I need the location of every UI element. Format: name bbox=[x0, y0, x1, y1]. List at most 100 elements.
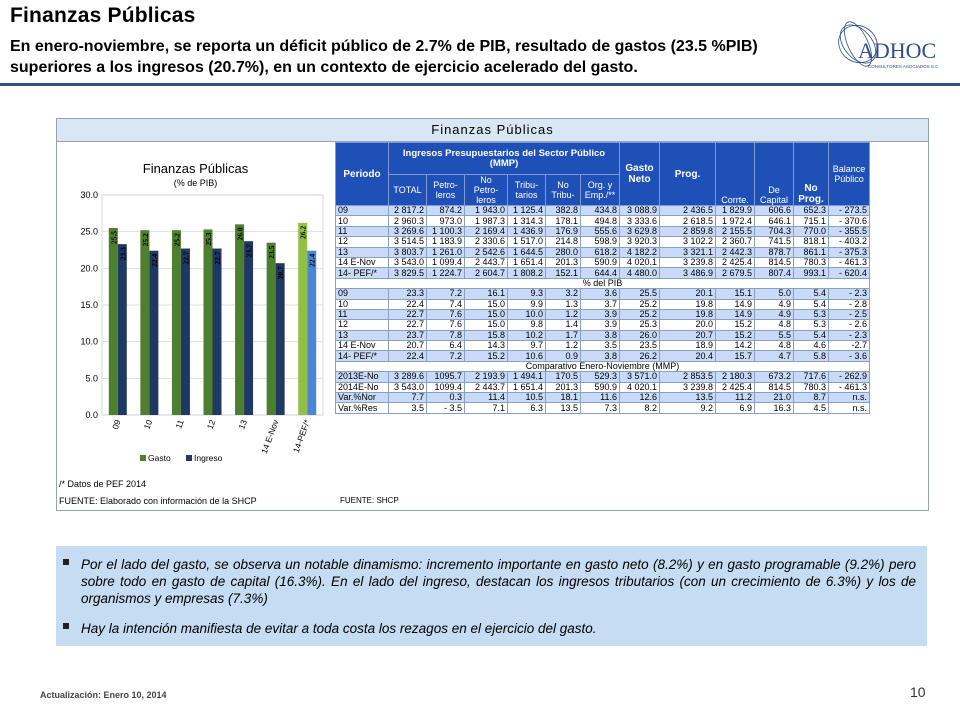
x-tick-label: 09 bbox=[110, 418, 123, 431]
col-ingreso-sub: Tribu-tarios bbox=[507, 174, 546, 206]
table-cell: 1095.7 bbox=[426, 371, 465, 383]
y-tick-label: 30.0 bbox=[80, 190, 98, 200]
table-cell: 861.1 bbox=[793, 246, 829, 258]
row-period: 09 bbox=[335, 288, 389, 300]
table-cell: - 262.9 bbox=[828, 371, 870, 383]
data-label: 25.3 bbox=[204, 232, 213, 245]
table-cell: 780.3 bbox=[793, 381, 829, 394]
adhoc-logo: ADHOC CONSULTORES ASOCIADOS S.C. bbox=[838, 21, 940, 69]
table-cell: n.s. bbox=[828, 402, 870, 414]
table-cell: - 355.5 bbox=[828, 225, 870, 238]
table-cell: 4.6 bbox=[793, 340, 829, 352]
table-cell: 2 425.4 bbox=[715, 256, 755, 269]
table-cell: 23.5 bbox=[619, 340, 660, 352]
chart-subtitle: (% de PIB) bbox=[173, 178, 218, 188]
table-row: 12 22.7 7.6 15.0 9.8 1.4 3.9 25.3 20.0 15.2 4.8 5.3… bbox=[335, 319, 870, 331]
table-cell: 14.3 bbox=[464, 340, 508, 352]
table-cell: 12.6 bbox=[619, 392, 660, 404]
x-tick-label: 14 E-Nov bbox=[259, 418, 281, 455]
table-cell: 9.3 bbox=[507, 288, 546, 300]
table-cell: 4.8 bbox=[754, 340, 794, 352]
table-cell: 16.3 bbox=[754, 402, 794, 414]
svg-text:ADHOC: ADHOC bbox=[858, 38, 936, 63]
table-cell: 3.5 bbox=[580, 340, 620, 352]
section-pib-title: % del PIB bbox=[335, 277, 870, 290]
finance-panel: Finanzas Públicas 0.0 5.0 10.0 15.0 20.0 25.0… bbox=[56, 118, 929, 511]
table-cell: 13.5 bbox=[545, 402, 581, 414]
table-cell: 590.9 bbox=[580, 381, 620, 394]
table-cell: 2 618.5 bbox=[659, 215, 716, 227]
col-decapital: De Capital bbox=[754, 142, 794, 206]
bar-gasto bbox=[171, 230, 181, 415]
table-cell: 6.3 bbox=[507, 402, 546, 414]
row-period: 14 E-Nov bbox=[335, 340, 389, 352]
table-cell: 7.3 bbox=[580, 402, 620, 414]
table-cell: 2 193.9 bbox=[464, 371, 508, 383]
y-tick-label: 0.0 bbox=[85, 410, 98, 420]
note-2: Hay la intención manifiesta de evitar a … bbox=[63, 620, 916, 637]
table-cell: 3 829.5 bbox=[388, 267, 427, 279]
col-ingreso-sub: Petro-leros bbox=[426, 174, 465, 206]
table-cell: 715.1 bbox=[793, 215, 829, 227]
table-cell: 2 679.5 bbox=[715, 267, 755, 279]
table-row: 09 2 817.2 874.2 1 943.0 1 125.4 382.8 434.8 3 … bbox=[335, 204, 870, 217]
table-cell: 214.8 bbox=[545, 236, 581, 248]
table-cell: 15.7 bbox=[715, 350, 755, 362]
table-row: 11 3 269.6 1 100.3 2 169.4 1 436.9 176.9 555.6… bbox=[335, 225, 870, 238]
data-label: 23.7 bbox=[245, 244, 254, 257]
table-cell: 3 514.5 bbox=[388, 236, 427, 248]
row-period: Var.%Nor bbox=[335, 392, 389, 404]
table-cell: 1 261.0 bbox=[426, 246, 465, 258]
table-cell: 15.8 bbox=[464, 329, 508, 342]
section-comparativo-title: Comparativo Enero-Noviembre (MMP) bbox=[335, 360, 870, 373]
table-cell: 20.1 bbox=[659, 288, 716, 300]
table-cell: 4.7 bbox=[754, 350, 794, 362]
col-noprog: No Prog. bbox=[793, 142, 829, 206]
table-cell: 3 803.7 bbox=[388, 246, 427, 258]
table-cell: 3 239.8 bbox=[659, 256, 716, 269]
table-cell: 3 289.6 bbox=[388, 371, 427, 383]
table-cell: 814.5 bbox=[754, 256, 794, 269]
row-period: 13 bbox=[335, 329, 389, 342]
table-cell: 22.4 bbox=[388, 298, 427, 310]
table-row: Var.%Nor 7.7 0.3 11.4 10.5 18.1 11.6 12.6 13.5 11… bbox=[335, 392, 870, 404]
table-cell: 23.3 bbox=[388, 288, 427, 300]
table-cell: 9.7 bbox=[507, 340, 546, 352]
table-cell: 10.2 bbox=[507, 329, 546, 342]
table-cell: 3 571.0 bbox=[619, 371, 660, 383]
bar-ingreso bbox=[244, 241, 254, 415]
table-cell: 13.5 bbox=[659, 392, 716, 404]
table-cell: 7.2 bbox=[426, 350, 465, 362]
table-cell: 704.3 bbox=[754, 225, 794, 238]
footnote-source-table: FUENTE: SHCP bbox=[340, 496, 399, 505]
table-cell: 7.7 bbox=[388, 392, 427, 404]
table-cell: 170.5 bbox=[545, 371, 581, 383]
table-cell: 644.4 bbox=[580, 267, 620, 279]
table-cell: - 2.8 bbox=[828, 298, 870, 310]
table-cell: - 3.5 bbox=[426, 402, 465, 414]
table-cell: 22.7 bbox=[388, 319, 427, 331]
table-cell: 3.5 bbox=[388, 402, 427, 414]
table-cell: 4 182.2 bbox=[619, 246, 660, 258]
table-cell: 4 480.0 bbox=[619, 267, 660, 279]
row-period: 2014E-No bbox=[335, 381, 389, 394]
table-cell: 1 651.4 bbox=[507, 381, 546, 394]
row-period: 09 bbox=[335, 204, 389, 217]
table-cell: -2.7 bbox=[828, 340, 870, 352]
table-cell: 10.0 bbox=[507, 308, 546, 321]
data-label: 25.2 bbox=[172, 233, 181, 246]
table-cell: 2 817.2 bbox=[388, 204, 427, 217]
col-ingreso-sub: No Tribu- bbox=[545, 174, 581, 206]
table-cell: 2 155.5 bbox=[715, 225, 755, 238]
table-cell: 4 020.1 bbox=[619, 256, 660, 269]
table-cell: 741.5 bbox=[754, 236, 794, 248]
table-cell: 26.2 bbox=[619, 350, 660, 362]
table-cell: 23.7 bbox=[388, 329, 427, 342]
table-cell: 606.6 bbox=[754, 204, 794, 217]
table-row: 2013E-No 3 289.6 1095.7 2 193.9 1 494.1 170.5… bbox=[335, 371, 870, 383]
table-cell: 6.4 bbox=[426, 340, 465, 352]
table-cell: - 2.3 bbox=[828, 329, 870, 342]
table-cell: 494.8 bbox=[580, 215, 620, 227]
col-ingreso-sub: Org. y Emp./** bbox=[580, 174, 620, 206]
col-ingreso-sub: No Petro-leros bbox=[464, 174, 508, 206]
